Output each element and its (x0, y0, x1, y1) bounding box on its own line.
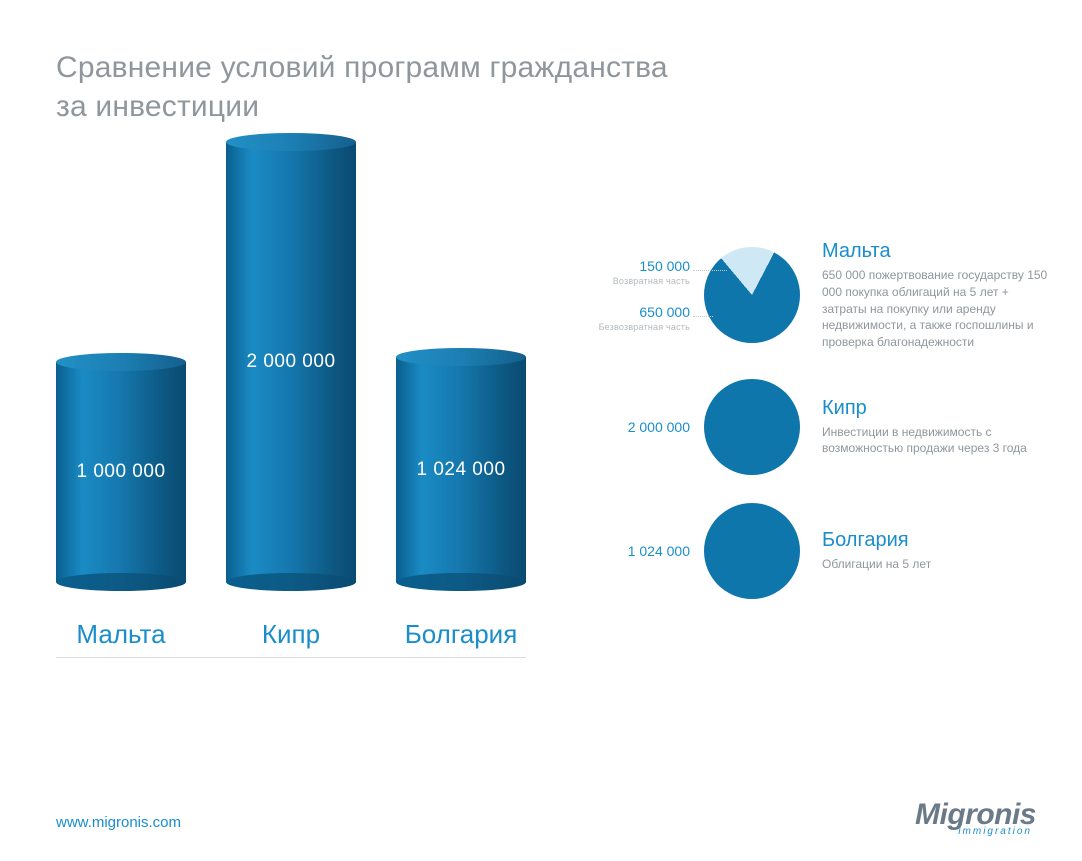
bar: 2 000 000 Кипр (226, 133, 356, 650)
title-line-2: за инвестиции (56, 90, 259, 123)
bar-cylinder: 2 000 000 (226, 133, 356, 591)
leader-line (693, 270, 727, 271)
bar-value: 1 024 000 (396, 459, 526, 481)
detail-entry: 1 024 000 Болгария Облигации на 5 лет (580, 503, 1050, 599)
detail-desc: 650 000 пожертвование государству 150 00… (822, 267, 1050, 351)
detail-title: Кипр (822, 397, 1050, 420)
bar-value: 1 000 000 (56, 461, 186, 483)
bar-cylinder: 1 024 000 (396, 348, 526, 591)
brand-logo: Migronis immigration (915, 798, 1036, 837)
detail-entry: 150 000Возвратная часть650 000Безвозврат… (580, 240, 1050, 351)
bar: 1 000 000 Мальта (56, 353, 186, 650)
leader-line (693, 316, 713, 317)
bar-value: 2 000 000 (226, 351, 356, 373)
bar-chart: 1 000 000 Мальта 2 000 000 Кипр 1 024 000 Бол… (56, 170, 526, 730)
detail-title: Болгария (822, 529, 1050, 552)
details-list: 150 000Возвратная часть650 000Безвозврат… (580, 240, 1050, 627)
detail-title: Мальта (822, 240, 1050, 263)
bar-label: Мальта (76, 619, 165, 650)
detail-left-label: 150 000Возвратная часть650 000Безвозврат… (580, 258, 704, 332)
footer-url[interactable]: www.migronis.com (56, 814, 181, 831)
bar-label: Болгария (405, 619, 518, 650)
detail-desc: Инвестиции в недвижимость с возможностью… (822, 424, 1050, 458)
bar: 1 024 000 Болгария (396, 348, 526, 650)
bar-cylinder: 1 000 000 (56, 353, 186, 591)
detail-desc: Облигации на 5 лет (822, 556, 1050, 573)
bar-label: Кипр (262, 619, 320, 650)
pie-chart (704, 379, 800, 475)
detail-left-label: 1 024 000 (580, 543, 704, 559)
detail-entry: 2 000 000 Кипр Инвестиции в недвижимость с… (580, 379, 1050, 475)
pie-chart (704, 503, 800, 599)
title-line-1: Сравнение условий программ гражданства (56, 51, 668, 84)
detail-text: Кипр Инвестиции в недвижимость с возможно… (800, 397, 1050, 458)
x-axis (56, 657, 526, 658)
detail-left-label: 2 000 000 (580, 419, 704, 435)
pie-chart (704, 247, 800, 343)
detail-text: Мальта 650 000 пожертвование государству … (800, 240, 1050, 351)
page-title: Сравнение условий программ гражданства з… (56, 48, 668, 126)
detail-text: Болгария Облигации на 5 лет (800, 529, 1050, 573)
